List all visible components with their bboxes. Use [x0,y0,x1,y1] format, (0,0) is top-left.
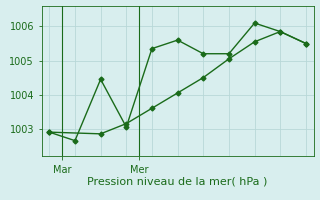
X-axis label: Pression niveau de la mer( hPa ): Pression niveau de la mer( hPa ) [87,176,268,186]
